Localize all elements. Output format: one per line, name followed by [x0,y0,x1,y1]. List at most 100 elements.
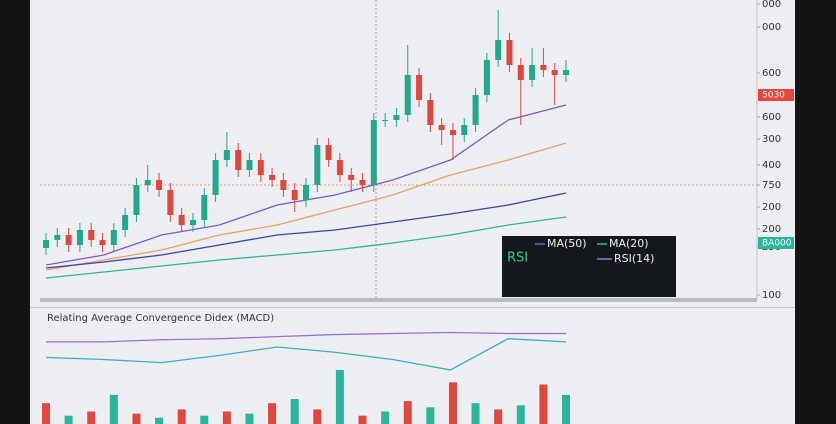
candle-body [370,120,377,185]
candle-body [133,185,140,215]
macd-bar [222,411,231,424]
macd-bar [177,409,186,424]
macd-bar [562,394,570,424]
macd-bar [64,415,73,424]
price-tag [758,89,794,101]
candle-body [88,230,95,240]
legend-label: MA(20) [609,237,649,250]
candle-body [495,40,502,60]
ma-line [45,216,567,279]
candle-body [348,175,355,180]
candle-body [269,175,276,180]
candle-body [246,160,253,170]
candle-body [303,185,309,200]
candle-body [110,230,117,245]
macd-bar [290,399,299,424]
candle-body [551,70,558,75]
candle-body [449,130,456,135]
y-tick-label: 200 [762,202,781,213]
macd-bar [381,411,390,424]
price-tag-label: 5030 [762,91,785,101]
macd-bar [109,394,118,424]
candle-body [472,95,479,125]
panel-divider [30,307,795,308]
macd-bar [132,413,141,424]
candle-body [212,160,219,195]
legend-label: MA(50) [547,237,587,250]
ma-line [45,142,567,271]
candle-body [540,65,547,70]
macd-bar [87,411,96,424]
macd-bar [200,415,209,424]
candle-body [427,100,434,125]
y-tick-label: 300 [762,134,781,145]
legend-label: RSI [507,251,528,266]
macd-bar [245,413,254,424]
macd-bar [516,405,525,424]
candle-body [156,180,163,190]
candle-body [178,215,185,225]
candle-body [336,160,343,175]
candle-body [461,125,468,135]
y-tick-label: 400 [762,160,781,171]
candle-body [54,235,61,240]
candle-body [235,150,242,170]
macd-bar [448,382,457,424]
y-tick-label: 100 [762,290,781,301]
candle-body [359,180,366,185]
macd-line [46,331,566,343]
macd-bar [42,403,50,424]
ma-line [45,192,567,269]
candle-body [483,60,490,95]
y-tick-label: 000 [762,22,781,33]
y-tick-label: 600 [762,112,781,123]
macd-title: Relating Average Convergence Didex (MACD… [47,313,274,324]
candle-body [99,240,106,245]
candle-body [506,40,513,65]
candle-body [257,160,264,175]
price-tag [758,237,794,249]
panel-divider [40,298,757,302]
y-tick-label: 000 [762,0,781,10]
candle-body [382,120,389,121]
candle-body [43,240,49,248]
legend-box [502,236,676,297]
macd-bar [539,384,548,424]
y-tick-label: 200 [762,224,781,235]
candle-body [122,215,129,230]
macd-bar [426,407,435,424]
price-tag-label: BA000 [762,239,792,249]
y-tick-label: 750 [762,180,781,191]
marks: 0000006006003004007502002002501005030BA0… [42,0,794,424]
macd-bar [268,403,277,424]
macd-line [45,338,567,371]
y-tick-label: 600 [762,68,781,79]
legend-label: RSI(14) [614,252,654,265]
candle-body [76,230,83,245]
candle-body [563,70,569,75]
macd-bar [335,369,344,424]
candle-body [201,195,208,220]
candle-body [314,145,321,185]
macd-bar [358,415,367,424]
candle-body [223,150,230,160]
candle-body [144,180,151,185]
macd-bar [494,409,503,424]
candle-body [189,220,196,225]
macd-bar [313,409,322,424]
candle-body [416,75,423,100]
macd-bar [155,417,164,424]
candle-body [325,145,332,160]
candle-body [393,115,400,120]
macd-bar [403,401,412,424]
macd-bar [471,403,480,424]
candle-body [404,75,411,115]
candle-body [65,235,72,245]
candle-body [529,65,536,80]
candle-body [167,190,174,215]
candle-body [280,180,287,190]
candle-body [291,190,298,200]
candle-body [517,65,524,80]
chart-panel [30,0,795,424]
